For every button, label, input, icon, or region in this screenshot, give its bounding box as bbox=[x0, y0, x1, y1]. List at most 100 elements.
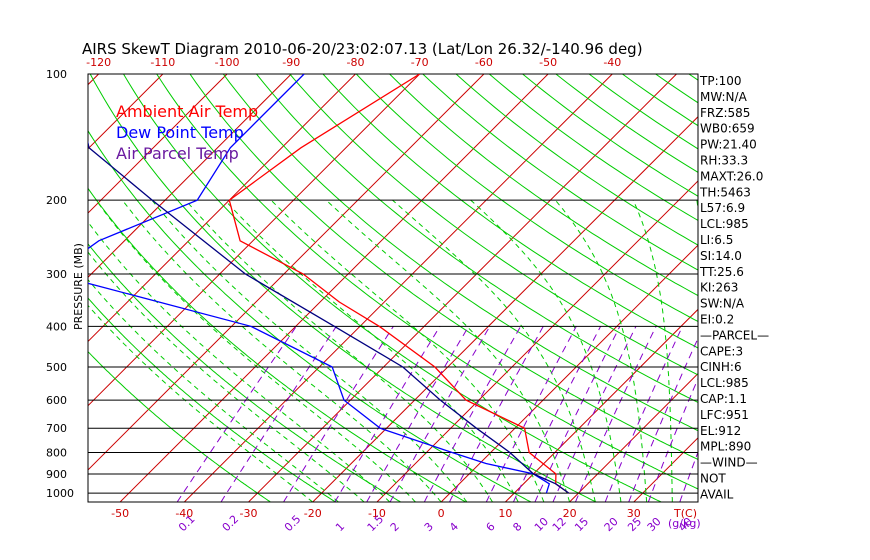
plot-frame bbox=[87, 73, 699, 503]
isotherm-line bbox=[312, 116, 698, 502]
isotherm-line bbox=[505, 308, 698, 502]
isotherm-line bbox=[826, 74, 870, 502]
side-panel-value: L57:6.9 bbox=[700, 201, 745, 215]
y-tick-label: 500 bbox=[46, 361, 67, 374]
mixing-ratio-label: 1 bbox=[333, 520, 347, 534]
isotherm-line bbox=[440, 244, 698, 502]
side-panel-value: PW:21.40 bbox=[700, 138, 757, 152]
mixing-ratio-line bbox=[512, 326, 602, 502]
dry-adiabat-line bbox=[289, 74, 698, 376]
dry-adiabat-line bbox=[256, 74, 698, 404]
top-axis-tick-label: -110 bbox=[150, 56, 175, 69]
ambient-temp-line bbox=[228, 74, 570, 494]
mixing-ratio-line bbox=[334, 326, 441, 502]
mixing-ratio-label: 8 bbox=[510, 520, 524, 534]
side-panel-value: MPL:890 bbox=[700, 440, 751, 454]
top-axis-tick-label: -40 bbox=[603, 56, 621, 69]
side-panel-value: —PARCEL— bbox=[700, 328, 769, 342]
side-panel-value: LCL:985 bbox=[700, 217, 749, 231]
dry-adiabat-line bbox=[322, 74, 698, 349]
mixing-ratio-line bbox=[552, 326, 637, 502]
dry-adiabat-line bbox=[189, 74, 698, 461]
bottom-axis-tick-label: -50 bbox=[111, 507, 129, 520]
isotherm-line bbox=[88, 74, 228, 214]
dry-adiabat-line bbox=[222, 74, 698, 432]
side-panel-value: EL:912 bbox=[700, 424, 741, 438]
mixing-ratio-line bbox=[220, 326, 337, 502]
isotherm-line bbox=[762, 74, 870, 502]
moist-adiabat-line bbox=[185, 199, 493, 502]
bottom-axis-tick-label: 10 bbox=[498, 507, 512, 520]
side-panel-value: WB0:659 bbox=[700, 122, 755, 136]
mixing-ratio-line bbox=[366, 326, 470, 502]
dry-adiabat-line bbox=[88, 297, 336, 502]
moist-adiabat-line bbox=[95, 199, 416, 502]
bottom-axis-unit-label: T(C) bbox=[673, 507, 697, 520]
chart-title: AIRS SkewT Diagram 2010-06-20/23:02:07.1… bbox=[82, 40, 643, 58]
moist-adiabat-line bbox=[392, 199, 596, 502]
side-panel-value: SI:14.0 bbox=[700, 249, 742, 263]
dry-adiabat-line bbox=[156, 74, 698, 490]
mixing-ratio-line bbox=[176, 326, 297, 502]
moist-adiabat-line bbox=[88, 221, 391, 502]
side-panel-value: SW:N/A bbox=[700, 297, 745, 311]
moist-adiabat-line bbox=[224, 199, 519, 502]
side-panel-value: RH:33.3 bbox=[700, 154, 748, 168]
mixing-ratio-label: 2 bbox=[388, 520, 402, 534]
top-axis-tick-label: -90 bbox=[282, 56, 300, 69]
bottom-axis-tick-label: -10 bbox=[368, 507, 386, 520]
side-panel-value: —WIND— bbox=[700, 456, 758, 470]
mixing-ratio-line bbox=[574, 326, 657, 502]
bottom-axis-tick-label: -20 bbox=[304, 507, 322, 520]
isotherm-line bbox=[0, 74, 34, 502]
top-axis-tick-label: -100 bbox=[215, 56, 240, 69]
mixing-ratio-label: 4 bbox=[447, 520, 461, 534]
side-panel-value: LCL:985 bbox=[700, 376, 749, 390]
side-panel-value: TT:25.6 bbox=[699, 265, 744, 279]
side-panel-value: TP:100 bbox=[699, 74, 742, 88]
mixing-ratio-line bbox=[604, 326, 683, 502]
mixing-ratio-line bbox=[485, 326, 577, 502]
parcel-temp-line bbox=[88, 140, 570, 494]
bottom-axis-tick-label: -30 bbox=[240, 507, 258, 520]
mixing-ratio-line bbox=[628, 337, 698, 502]
dry-adiabat-line bbox=[389, 74, 698, 297]
moist-adiabat-line bbox=[632, 199, 673, 502]
mixing-ratio-line bbox=[389, 326, 491, 502]
top-axis-tick-label: -60 bbox=[475, 56, 493, 69]
dry-adiabat-line bbox=[455, 74, 698, 246]
side-panel-value: MW:N/A bbox=[700, 90, 748, 104]
moist-adiabat-line bbox=[270, 199, 545, 502]
side-panel-value: CAP:1.1 bbox=[700, 392, 747, 406]
isotherm-line bbox=[248, 74, 677, 502]
side-panel-value: NOT bbox=[700, 472, 726, 486]
dry-adiabat-line bbox=[655, 74, 698, 104]
legend-entry: Dew Point Temp bbox=[116, 123, 244, 142]
side-panel-value: TH:5463 bbox=[699, 185, 751, 199]
legend-entry: Air Parcel Temp bbox=[116, 144, 239, 163]
moist-adiabat-line bbox=[122, 199, 442, 502]
y-tick-label: 900 bbox=[46, 468, 67, 481]
mixing-ratio-line bbox=[647, 377, 698, 502]
dry-adiabat-line bbox=[422, 74, 698, 271]
side-panel-value: AVAIL bbox=[700, 487, 734, 501]
mixing-ratio-label: 0.5 bbox=[282, 513, 304, 535]
bottom-axis-tick-label: 30 bbox=[627, 507, 641, 520]
moist-adiabat-line bbox=[470, 199, 622, 502]
y-tick-label: 200 bbox=[46, 194, 67, 207]
mixing-ratio-label: 6 bbox=[484, 520, 498, 534]
side-panel-value: LFC:951 bbox=[700, 408, 749, 422]
isotherm-line bbox=[569, 372, 698, 502]
mixing-ratio-line bbox=[423, 326, 522, 502]
mixing-ratio-label: 30 bbox=[645, 515, 664, 534]
top-axis-tick-label: -50 bbox=[539, 56, 557, 69]
dry-adiabat-line bbox=[355, 74, 698, 323]
y-tick-label: 100 bbox=[46, 68, 67, 81]
moist-adiabat-line bbox=[325, 199, 571, 502]
y-tick-label: 400 bbox=[46, 320, 67, 333]
mixing-ratio-label: 3 bbox=[422, 520, 436, 534]
mixing-ratio-line bbox=[534, 326, 621, 502]
isotherm-line bbox=[88, 74, 292, 278]
mixing-ratio-label: 20 bbox=[602, 515, 621, 534]
